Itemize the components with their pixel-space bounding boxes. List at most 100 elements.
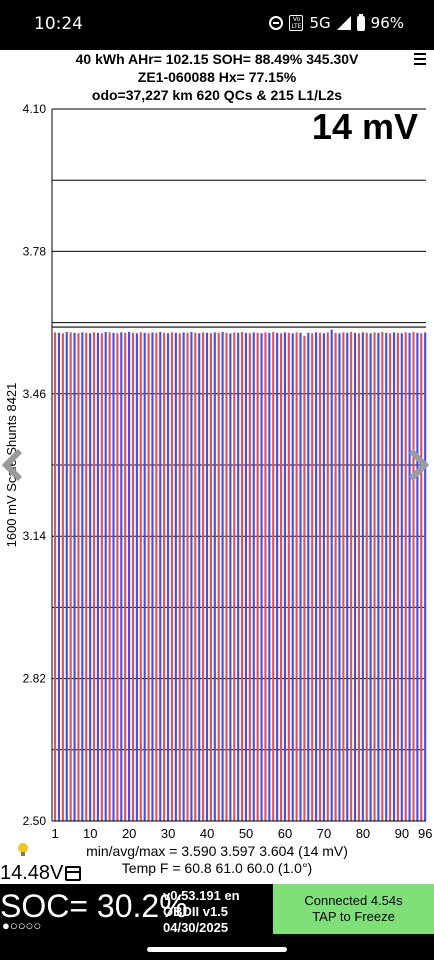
cell-bar (315, 332, 318, 821)
freeze-button[interactable]: Connected 4.54s TAP to Freeze (273, 884, 434, 934)
cell-bar (69, 332, 72, 821)
x-tick-label: 90 (395, 826, 409, 841)
cell-bar (373, 332, 376, 821)
cell-bar (307, 332, 310, 821)
cell-bar (322, 333, 325, 821)
cell-bar (369, 333, 372, 821)
cell-bar (365, 332, 368, 821)
cell-bar (244, 332, 248, 821)
cell-bar (202, 332, 205, 821)
cell-bar (159, 331, 162, 821)
cell-bar (163, 332, 166, 821)
network-type: 5G (309, 14, 331, 32)
y-tick-label: 4.10 (23, 102, 47, 116)
cell-bar (264, 332, 267, 821)
cell-bar (190, 331, 193, 821)
cell-bar (248, 333, 251, 821)
cell-bar (404, 332, 407, 821)
cell-bar (392, 332, 396, 821)
y-tick-label: 2.50 (23, 814, 47, 828)
cell-stats: min/avg/max = 3.590 3.597 3.604 (14 mV) … (0, 843, 434, 877)
cell-bar (116, 333, 119, 821)
volte-icon: Vo LTE (289, 15, 304, 31)
cell-bar (205, 332, 209, 821)
home-indicator[interactable] (147, 947, 287, 952)
aux-battery-voltage: 14.48V (0, 862, 64, 884)
cell-bar (233, 332, 236, 821)
obd-version: OBDII v1.5 (163, 904, 229, 919)
cell-bar (400, 333, 403, 821)
cell-bar (276, 332, 279, 821)
x-tick-label: 40 (200, 826, 214, 841)
cell-bar (143, 332, 146, 821)
cell-bar (350, 331, 353, 821)
cell-bar (268, 332, 271, 821)
cell-bar (237, 332, 240, 821)
menu-icon[interactable] (414, 53, 426, 65)
temperature-readout: Temp F = 60.8 61.0 60.0 (1.0°) (121, 860, 313, 876)
cell-voltage-chart[interactable]: 4.10 3.78 3.46 3.14 2.82 2.50 1600 mV Scale Sh… (0, 98, 434, 844)
cell-bar (135, 333, 138, 821)
cell-bar (182, 332, 185, 821)
cell-bar (54, 332, 57, 821)
state-of-charge: SOC= 30.2% (0, 888, 188, 924)
cell-bar (65, 331, 68, 821)
cell-bar (318, 332, 322, 821)
cell-bar (311, 333, 314, 821)
x-tick-label: 30 (161, 826, 175, 841)
app-version: v0.53.191 en (163, 888, 240, 903)
cell-bar (303, 335, 306, 821)
cell-bar (256, 332, 259, 821)
min-avg-max: min/avg/max = 3.590 3.597 3.604 (14 mV) (86, 843, 348, 859)
cell-bar (295, 332, 298, 821)
cell-bar (166, 333, 170, 821)
cell-bar (272, 331, 275, 821)
status-bar: 10:24 Vo LTE 5G 96% (0, 0, 434, 50)
cell-bar (287, 332, 290, 821)
cell-bar (416, 332, 419, 821)
cell-bar (147, 333, 150, 821)
cell-bar (420, 333, 423, 821)
lightbulb-icon[interactable] (17, 842, 29, 858)
cell-bar (81, 332, 84, 821)
cell-bar (120, 332, 123, 821)
signal-icon (336, 16, 351, 30)
x-tick-label: 1 (52, 826, 59, 841)
cell-bar (198, 333, 201, 821)
cell-bar (377, 332, 380, 821)
cell-bar (342, 332, 345, 821)
cell-bar (139, 332, 142, 821)
cell-bar (73, 332, 76, 821)
cell-bar (408, 332, 411, 821)
battery-summary: 40 kWh AHr= 102.15 SOH= 88.49% 345.30V Z… (0, 50, 434, 104)
x-tick-label: 20 (122, 826, 136, 841)
cell-bar (100, 333, 103, 821)
x-tick-label: 80 (356, 826, 370, 841)
cell-bar (396, 332, 399, 821)
cell-bar (361, 332, 364, 821)
x-tick-label: 10 (83, 826, 97, 841)
cell-bar (213, 332, 216, 821)
previous-screen-icon[interactable] (0, 445, 28, 485)
page-dots[interactable]: ●○○○○ (2, 918, 42, 933)
cell-bar (104, 331, 107, 821)
y-tick-label: 2.82 (23, 672, 47, 686)
cell-bar (131, 332, 135, 821)
status-icons: Vo LTE 5G 96% (269, 13, 404, 32)
cell-bar (108, 332, 111, 821)
cell-bar (124, 332, 127, 821)
cell-bar (385, 332, 388, 821)
y-tick-label: 3.14 (23, 529, 47, 543)
cell-bar (381, 331, 384, 821)
x-tick-label: 50 (239, 826, 253, 841)
cell-bar (178, 333, 181, 821)
cell-bar (155, 332, 158, 821)
battery-icon (356, 13, 365, 31)
next-screen-icon[interactable] (403, 445, 433, 485)
cell-bar (260, 333, 263, 821)
cell-bar (330, 329, 333, 821)
calendar-icon[interactable] (65, 866, 81, 881)
cell-bar (96, 332, 99, 821)
cell-bar (424, 332, 427, 821)
cell-bar (209, 333, 212, 821)
